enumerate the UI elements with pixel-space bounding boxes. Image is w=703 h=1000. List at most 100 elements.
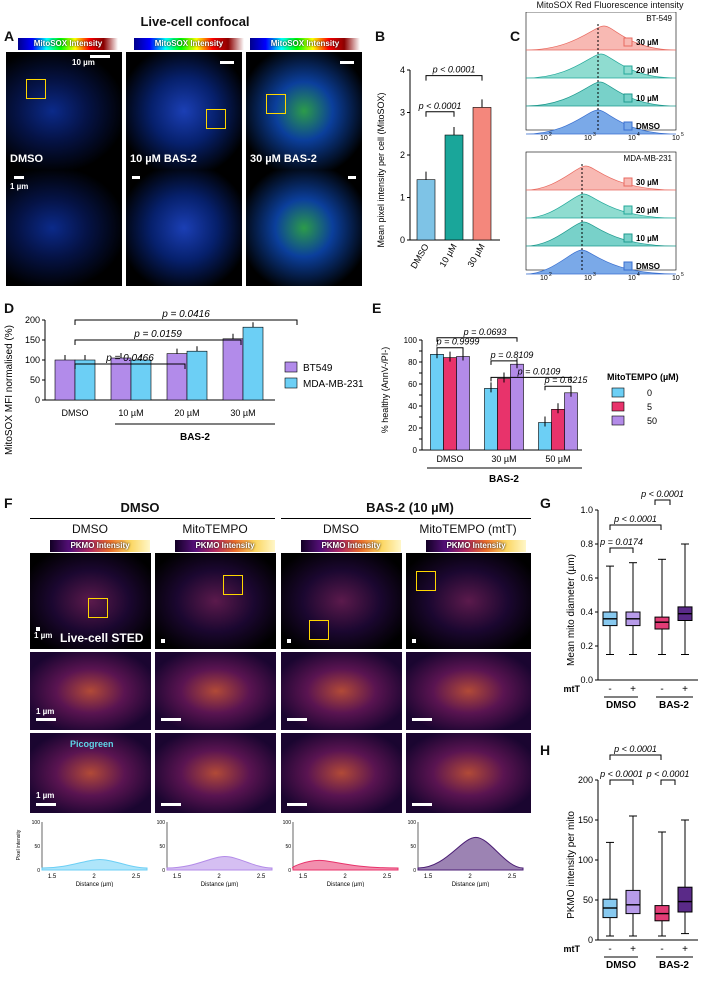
scale-bar xyxy=(412,639,416,643)
intensity-profile xyxy=(41,858,148,871)
group-label: BAS-2 xyxy=(659,960,689,971)
sted-picogreen-bas2-mitotempo xyxy=(406,733,531,813)
sig-bracket xyxy=(74,363,186,369)
p-value: p = 0.0109 xyxy=(517,366,561,376)
scale-bar xyxy=(340,61,354,64)
x-tick-label: 10 µM xyxy=(437,242,458,269)
panel-c-title: MitoSOX Red Fluorescence intensity xyxy=(536,0,684,10)
x-tick-label: 2 xyxy=(343,874,347,880)
legend-swatch xyxy=(623,121,633,131)
scale-bar xyxy=(287,639,291,643)
y-tick-label: 50 xyxy=(285,844,291,850)
confocal-image-30um: 30 µM BAS-2 xyxy=(246,52,362,170)
panel-b-letter: B xyxy=(375,28,386,44)
confocal-image-dmso: DMSO xyxy=(6,52,122,170)
y-tick-label: 50 xyxy=(159,844,165,850)
bar xyxy=(166,353,188,401)
y-tick-label: 2 xyxy=(400,150,405,160)
scale-bar xyxy=(36,803,56,806)
bar xyxy=(456,356,470,451)
column-label: DMSO xyxy=(72,522,108,536)
y-tick-label: 100 xyxy=(157,820,166,826)
sted-picogreen-dmso-dmso: Picogreen 1 µm xyxy=(30,733,151,813)
confocal-zoom-30um xyxy=(246,170,362,286)
mtT-sign: + xyxy=(682,684,688,695)
sted-zoom-bas2-mitotempo xyxy=(406,652,531,730)
group-label: BAS-2 (10 µM) xyxy=(366,500,454,515)
x-tick-label: 10 xyxy=(628,135,636,142)
bar xyxy=(416,179,436,241)
box xyxy=(654,616,670,630)
panel-e-letter: E xyxy=(372,300,382,316)
y-axis-label: Mean mito diameter (µm) xyxy=(566,554,577,666)
colorbar: PKMO Intensity xyxy=(301,540,401,552)
sig-bracket xyxy=(436,347,464,352)
x-tick-exponent: 4 xyxy=(637,272,640,278)
histogram xyxy=(525,193,677,219)
x-tick-label: 2 xyxy=(468,874,472,880)
box xyxy=(625,889,641,915)
mtT-sign: + xyxy=(682,944,688,955)
bar xyxy=(242,326,264,401)
intensity-profile xyxy=(166,856,273,871)
scale-label: 1 µm xyxy=(36,707,55,716)
scale-label: 1 µm xyxy=(10,182,29,191)
y-tick-label: 0.2 xyxy=(580,641,593,651)
sig-bracket xyxy=(425,111,455,117)
scale-bar xyxy=(14,176,24,179)
roi-box xyxy=(309,620,329,640)
y-tick-label: 100 xyxy=(25,355,40,365)
y-tick-label: 100 xyxy=(404,336,418,345)
sig-bracket xyxy=(74,319,298,325)
y-tick-label: 0.0 xyxy=(580,675,593,685)
sig-bracket xyxy=(436,337,518,342)
x-axis-label: Distance (µm) xyxy=(452,882,489,887)
y-tick-label: 100 xyxy=(408,820,417,826)
legend-label: 50 xyxy=(647,416,657,426)
y-axis-label: MitoSOX MFI normalised (%) xyxy=(4,325,15,455)
mtT-sign: - xyxy=(660,684,663,695)
sted-overview-bas2-dmso xyxy=(281,553,402,649)
panel-f-letter: F xyxy=(4,495,13,511)
scale-bar xyxy=(36,718,56,721)
y-axis-label: Pixel intensity xyxy=(16,829,22,860)
histogram xyxy=(525,25,677,51)
legend-swatch xyxy=(623,261,633,271)
colorbar: PKMO Intensity xyxy=(175,540,275,552)
intensity-profile xyxy=(291,859,399,871)
sig-bracket xyxy=(544,385,572,391)
y-tick-label: 200 xyxy=(25,315,40,325)
confocal-zoom-10um xyxy=(126,170,242,286)
roi-box xyxy=(416,571,436,591)
y-tick-label: 80 xyxy=(408,358,417,367)
group-label: BAS-2 xyxy=(489,474,519,485)
panel-d-letter: D xyxy=(4,300,15,316)
bar xyxy=(222,338,244,401)
bar xyxy=(443,357,457,451)
scale-bar xyxy=(220,61,234,64)
roi-box xyxy=(223,575,243,595)
p-value: p < 0.0001 xyxy=(599,769,643,779)
p-value: p < 0.0001 xyxy=(418,101,462,111)
scale-bar xyxy=(161,718,181,721)
legend-label: DMSO xyxy=(636,262,660,271)
group-label: BAS-2 xyxy=(659,700,689,711)
colorbar: MitoSOX Intensity xyxy=(250,38,360,50)
y-axis-label: Mean pixel intensity per cell (MitoSOX) xyxy=(376,92,386,247)
sted-overview-dmso-mitotempo xyxy=(155,553,276,649)
box xyxy=(677,886,693,913)
y-tick-label: 0 xyxy=(35,395,40,405)
y-tick-label: 0 xyxy=(588,935,593,945)
legend-swatch xyxy=(623,233,633,243)
legend-swatch xyxy=(623,205,633,215)
sig-bracket xyxy=(490,376,572,382)
bar xyxy=(54,359,76,401)
confocal-image-10um: 10 µM BAS-2 xyxy=(126,52,242,170)
condition-label: 30 µM BAS-2 xyxy=(250,153,317,165)
histogram xyxy=(525,81,677,107)
x-tick-exponent: 3 xyxy=(593,272,596,278)
panel-a-letter: A xyxy=(4,28,15,44)
x-tick-exponent: 3 xyxy=(593,132,596,138)
panel-a-title: Live-cell confocal xyxy=(140,14,250,29)
x-tick-label: 50 µM xyxy=(545,454,570,464)
